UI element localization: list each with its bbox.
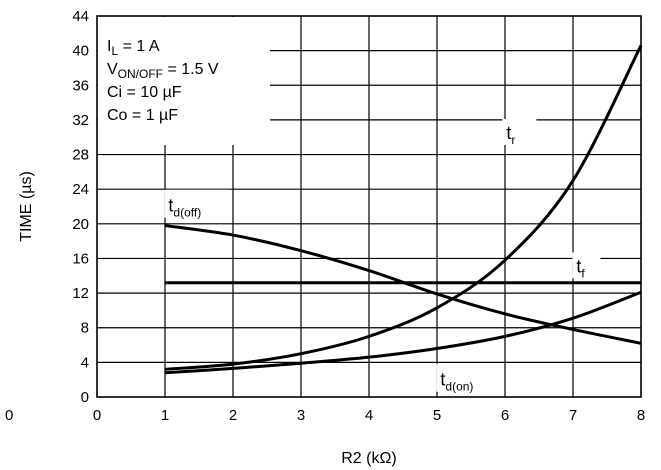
y-tick-label: 0	[81, 389, 89, 406]
y-axis-title: TIME (µs)	[18, 171, 35, 242]
curve-label-bg	[502, 118, 537, 145]
series-line-td-on	[164, 290, 642, 375]
x-tick-label: 2	[229, 407, 237, 424]
x-tick-label: 8	[637, 407, 645, 424]
x-tick-label: 5	[433, 407, 441, 424]
condition-line: Co = 1 µF	[107, 107, 178, 124]
y-tick-label: 8	[81, 320, 89, 337]
curve-label-bg	[436, 363, 499, 392]
curve-label-tr: tr	[506, 123, 515, 147]
y-tick-label: 24	[72, 181, 89, 198]
x-axis-title: R2 (kΩ)	[341, 450, 397, 467]
y-tick-label: 16	[72, 250, 89, 267]
y-tick-label: 28	[72, 147, 89, 164]
curve-label-td-off: td(off)	[168, 196, 201, 220]
conditions-box	[98, 17, 270, 145]
y-tick-label: 36	[72, 77, 89, 94]
labels: IL = 1 A VON/OFF = 1.5 V Ci = 10 µF Co = 1 …	[98, 17, 601, 394]
condition-line: Ci = 10 µF	[107, 84, 182, 101]
curve-label-td-on: td(on)	[440, 370, 473, 394]
y-tick-label: 44	[72, 8, 89, 25]
x-tick-label: 0	[93, 407, 101, 424]
series-line-tr	[164, 44, 643, 371]
condition-line: IL = 1 A	[107, 38, 160, 58]
y-tick-label: 40	[72, 43, 89, 60]
x-tick-label: 4	[365, 407, 373, 424]
plot-frame	[96, 15, 642, 398]
y-tick-label: 12	[72, 285, 89, 302]
grid	[97, 16, 641, 397]
x-tick-label: 6	[501, 407, 509, 424]
series-line-td-off	[164, 224, 642, 345]
curve-label-bg	[164, 189, 229, 218]
curves	[164, 44, 643, 375]
x-tick-label: 1	[161, 407, 169, 424]
y-tick-label: 32	[72, 112, 89, 129]
curve-label-tf: tf	[576, 256, 585, 280]
y-tick-label: 20	[72, 216, 89, 233]
condition-line: VON/OFF = 1.5 V	[107, 61, 219, 81]
extra-tick-label: 0	[5, 407, 13, 424]
curve-label-bg	[572, 252, 601, 279]
x-tick-label: 7	[569, 407, 577, 424]
x-tick-label: 3	[297, 407, 305, 424]
y-tick-label: 4	[81, 354, 89, 371]
